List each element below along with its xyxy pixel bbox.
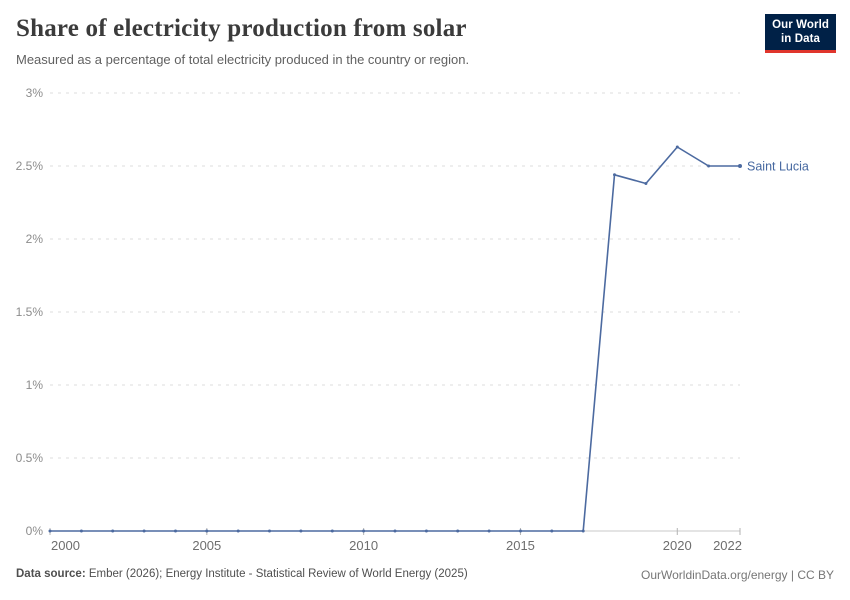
y-tick-label: 2.5% xyxy=(16,159,44,173)
y-tick-label: 1% xyxy=(26,378,44,392)
data-point[interactable] xyxy=(675,145,679,149)
y-tick-label: 0.5% xyxy=(16,451,44,465)
x-tick-label: 2000 xyxy=(51,538,80,553)
x-tick-label: 2022 xyxy=(713,538,742,553)
data-point[interactable] xyxy=(487,529,491,533)
data-point[interactable] xyxy=(79,529,83,533)
data-point[interactable] xyxy=(393,529,397,533)
data-point[interactable] xyxy=(738,164,742,168)
owid-logo[interactable]: Our World in Data xyxy=(765,14,836,53)
x-tick-label: 2005 xyxy=(192,538,221,553)
data-point[interactable] xyxy=(550,529,554,533)
data-point[interactable] xyxy=(48,529,52,533)
data-source-note: Data source: Ember (2026); Energy Instit… xyxy=(16,568,468,580)
data-point[interactable] xyxy=(111,529,115,533)
page-title: Share of electricity production from sol… xyxy=(16,15,467,42)
data-point[interactable] xyxy=(424,529,428,533)
logo-line-2: in Data xyxy=(781,33,821,46)
data-point[interactable] xyxy=(613,173,616,177)
y-tick-label: 1.5% xyxy=(16,305,44,319)
data-point[interactable] xyxy=(362,529,366,533)
y-tick-label: 3% xyxy=(26,86,44,100)
data-point[interactable] xyxy=(581,529,585,533)
data-point[interactable] xyxy=(456,529,460,533)
data-source-text: Ember (2026); Energy Institute - Statist… xyxy=(85,568,468,580)
data-point[interactable] xyxy=(205,529,209,533)
y-tick-label: 2% xyxy=(26,232,44,246)
data-point[interactable] xyxy=(707,164,711,168)
logo-line-1: Our World xyxy=(772,19,829,31)
data-point[interactable] xyxy=(330,529,334,533)
series-line[interactable] xyxy=(49,146,741,532)
x-tick-label: 2010 xyxy=(349,538,378,553)
credit-link: OurWorldinData.org/energy | CC BY xyxy=(641,568,834,582)
chart-footer: Data source: Ember (2026); Energy Instit… xyxy=(16,568,834,582)
data-point[interactable] xyxy=(299,529,303,533)
data-point[interactable] xyxy=(519,529,522,533)
data-point[interactable] xyxy=(174,529,177,533)
chart-subtitle: Measured as a percentage of total electr… xyxy=(16,52,470,67)
data-point[interactable] xyxy=(268,529,271,533)
data-point[interactable] xyxy=(142,529,146,533)
data-point[interactable] xyxy=(644,182,648,185)
y-tick-label: 0% xyxy=(26,524,44,538)
series-label[interactable]: Saint Lucia xyxy=(747,160,809,174)
x-tick-label: 2020 xyxy=(663,538,692,553)
data-source-label: Data source: xyxy=(16,568,86,580)
data-point[interactable] xyxy=(236,529,240,533)
x-tick-label: 2015 xyxy=(506,538,535,553)
